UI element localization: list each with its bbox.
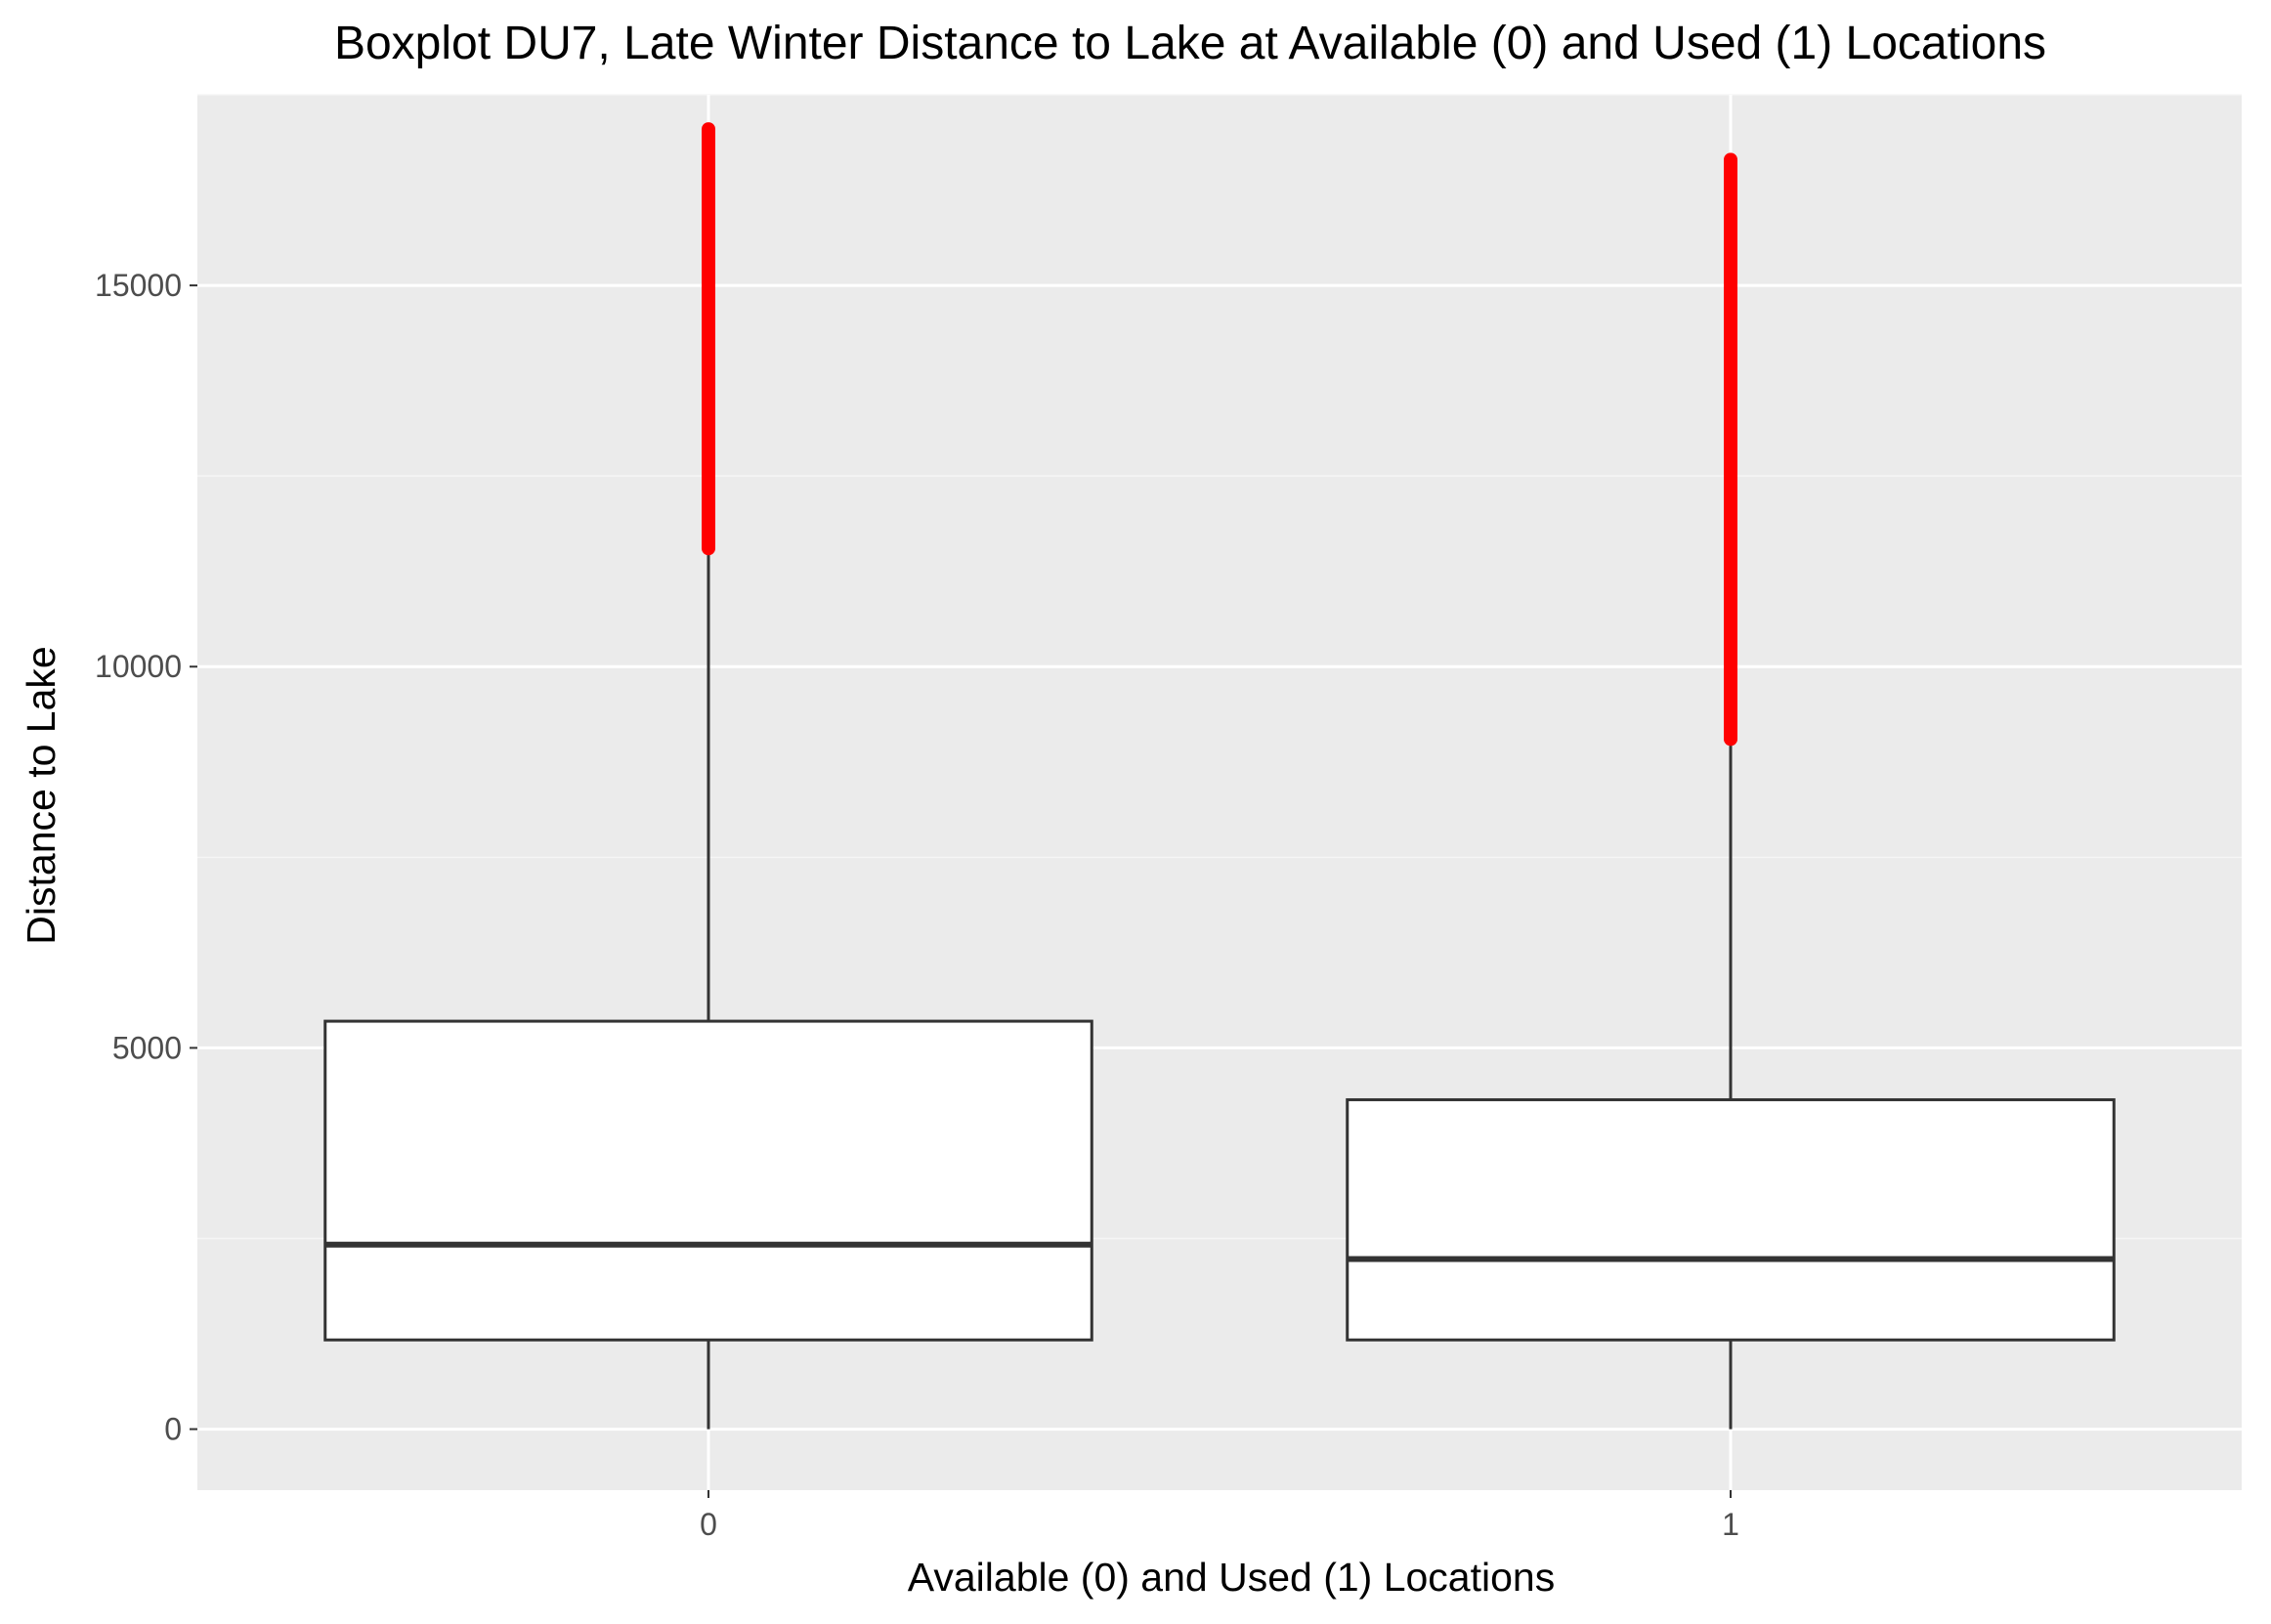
x-axis-title: Available (0) and Used (1) Locations [908, 1555, 1555, 1600]
axes: 0 5000 10000 15000 0 1 [95, 268, 1739, 1542]
boxplot-marks [323, 122, 2116, 1430]
y-axis-title: Distance to Lake [19, 646, 64, 944]
x-tick-label: 1 [1722, 1507, 1739, 1542]
y-tick-label: 10000 [95, 649, 182, 684]
y-tick-label: 0 [164, 1412, 182, 1447]
box [323, 1019, 1093, 1342]
box-group-1 [1346, 152, 2116, 1430]
x-tick-label: 0 [700, 1507, 717, 1542]
y-tick-label: 5000 [112, 1030, 182, 1065]
box [1346, 1097, 2116, 1342]
y-tick-label: 15000 [95, 268, 182, 303]
chart-title: Boxplot DU7, Late Winter Distance to Lak… [334, 18, 2046, 69]
box-group-0 [323, 122, 1093, 1430]
